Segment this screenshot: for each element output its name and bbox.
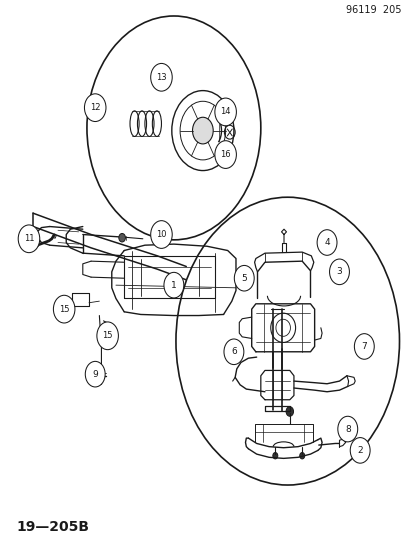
Circle shape (150, 221, 172, 248)
Text: 15: 15 (59, 305, 69, 313)
Text: 10: 10 (156, 230, 166, 239)
Circle shape (316, 230, 336, 255)
Text: 12: 12 (90, 103, 100, 112)
Text: 5: 5 (241, 274, 247, 282)
Circle shape (18, 225, 40, 253)
Text: 14: 14 (220, 108, 230, 116)
Circle shape (329, 259, 349, 285)
Circle shape (192, 117, 213, 144)
Text: 8: 8 (344, 425, 350, 433)
Text: 11: 11 (24, 235, 34, 243)
Circle shape (119, 233, 125, 242)
Text: 9: 9 (92, 370, 98, 378)
Circle shape (97, 322, 118, 350)
Circle shape (53, 295, 75, 323)
Circle shape (84, 94, 106, 122)
Circle shape (150, 63, 172, 91)
Text: 2: 2 (356, 446, 362, 455)
Circle shape (164, 272, 183, 298)
Text: 19—205B: 19—205B (17, 520, 89, 533)
Text: 96119  205: 96119 205 (345, 5, 401, 15)
Text: 13: 13 (156, 73, 166, 82)
Circle shape (337, 416, 357, 442)
Circle shape (214, 98, 236, 126)
Circle shape (299, 453, 304, 459)
Circle shape (354, 334, 373, 359)
Circle shape (223, 339, 243, 365)
Text: 1: 1 (171, 281, 176, 289)
Text: 7: 7 (361, 342, 366, 351)
Circle shape (234, 265, 254, 291)
Circle shape (285, 407, 293, 416)
Text: 16: 16 (220, 150, 230, 159)
Circle shape (214, 141, 236, 168)
Circle shape (349, 438, 369, 463)
Text: 6: 6 (230, 348, 236, 356)
Text: 3: 3 (336, 268, 342, 276)
Text: 4: 4 (323, 238, 329, 247)
Text: 15: 15 (102, 332, 113, 340)
Circle shape (85, 361, 105, 387)
Circle shape (272, 453, 277, 459)
